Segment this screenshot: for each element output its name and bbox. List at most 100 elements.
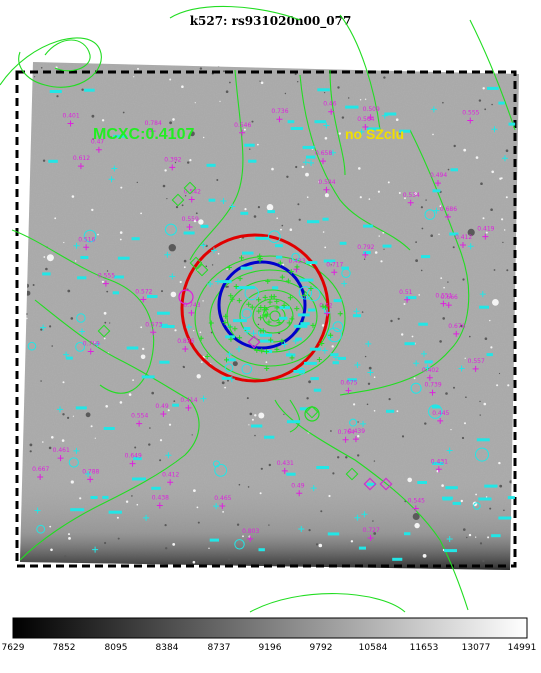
star [56,95,59,98]
cyan-tag [151,486,161,490]
green-cross [316,356,322,362]
green-cross [232,326,238,332]
star [224,386,227,389]
redshift-label: 0.402 [422,367,439,374]
star [169,121,173,125]
green-cross [260,328,266,334]
cyan-cross [165,452,172,459]
star [226,285,229,288]
cyan-tag [42,272,51,276]
redshift-label: 0.419 [477,226,494,233]
cyan-tag [431,405,441,409]
star [505,196,508,199]
cyan-cross [229,203,236,210]
star [341,116,345,119]
star [484,108,487,111]
magenta-cross [328,108,335,115]
green-cross [310,322,316,328]
star [244,208,247,211]
cyan-cross [185,324,192,331]
star [40,67,43,69]
redshift-label: 0.412 [162,471,179,478]
cyan-tag [424,360,433,364]
redshift-label: 0.51 [399,289,413,296]
star [324,137,328,140]
magenta-diamond [363,477,377,491]
star [219,100,221,102]
redshift-label: 0.573 [145,321,162,328]
star [294,73,297,76]
cyan-circle [214,463,228,477]
star [246,397,249,400]
star [165,547,168,550]
star [268,463,271,467]
star [257,323,260,326]
cyan-tag [479,305,489,309]
star [465,396,467,399]
magenta-cross [156,502,163,509]
green-cross [319,341,325,347]
cyan-cross [433,207,440,214]
star [504,229,506,231]
green-cross [249,304,255,310]
magenta-cross [367,535,374,542]
cyan-tag [75,406,87,410]
star [195,212,198,215]
cyan-tag [255,236,269,240]
star [289,228,293,231]
magenta-cross [182,346,189,353]
star [447,281,449,283]
cyan-tag [133,457,142,461]
redshift-label: 0.564 [357,116,374,123]
star [418,294,421,296]
green-cross [281,302,287,308]
star [197,521,200,524]
star [25,313,28,315]
star [184,195,187,197]
cyan-tag [417,481,427,484]
star [463,148,467,152]
green-diamond [183,181,197,195]
star [491,170,495,174]
star [361,311,364,313]
cyan-circle [332,321,344,333]
star [284,92,287,95]
cyan-circle [83,229,97,243]
star [249,412,253,416]
redshift-label: 0.431 [431,458,448,465]
star [25,290,31,296]
magenta-cross [186,224,193,231]
redshift-label: 0.423 [289,258,306,265]
cyan-tag [341,266,349,270]
cyan-cross [365,340,372,347]
magenta-cross [426,374,433,381]
star [490,208,493,211]
redshift-label: 0.612 [73,155,90,162]
star [266,204,274,211]
star [91,208,94,212]
cyan-tag [507,496,515,500]
star [330,264,332,266]
cyan-tag [432,462,444,465]
star [440,277,443,279]
star [345,456,348,459]
star [104,321,107,324]
star [134,446,137,449]
green-cross [226,265,232,271]
star [109,136,112,139]
star [265,361,268,364]
star [75,260,77,262]
star [227,379,229,382]
green-cross [328,332,334,338]
star [318,543,323,548]
star [101,119,105,122]
star [322,231,325,233]
star [281,224,284,227]
green-diamond [195,263,209,277]
star [196,374,201,379]
cyan-cross [354,514,361,521]
star [90,425,93,428]
green-cross [227,324,233,330]
cyan-cross [353,308,360,315]
cyan-cross [250,330,257,337]
